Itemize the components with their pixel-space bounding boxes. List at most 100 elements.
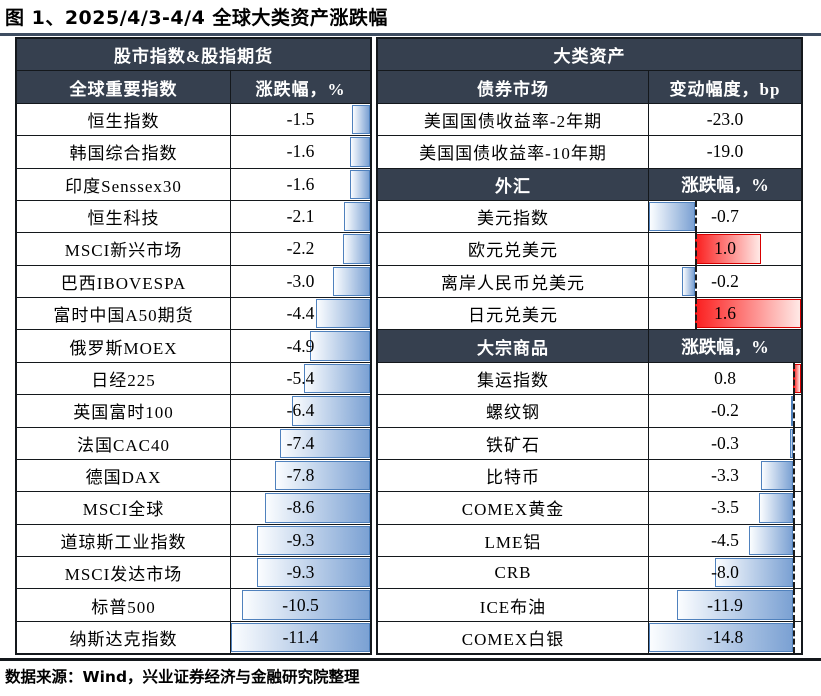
row-label: LME铝 xyxy=(378,524,649,556)
negative-data-bar xyxy=(231,622,370,653)
negative-data-bar xyxy=(316,299,370,329)
row-value: -0.7 xyxy=(649,200,801,233)
row-value-text: -0.3 xyxy=(711,432,739,453)
row-value-text: -3.3 xyxy=(711,465,739,486)
table-row: 集运指数 0.8 xyxy=(378,361,801,395)
negative-data-bar xyxy=(715,558,794,588)
negative-data-bar xyxy=(274,460,370,491)
negative-data-bar xyxy=(265,493,370,523)
row-value-text: -0.7 xyxy=(711,206,739,227)
table-row: 俄罗斯MOEX -4.9 xyxy=(17,329,370,362)
negative-data-bar xyxy=(350,137,370,167)
column-header-row: 债券市场 变动幅度，bp xyxy=(378,70,801,103)
table-row: LME铝 -4.5 xyxy=(378,523,801,556)
row-value: -2.1 xyxy=(231,201,370,232)
row-value: -1.6 xyxy=(231,169,370,200)
zero-axis-line xyxy=(793,427,796,459)
zero-axis-line xyxy=(695,265,698,297)
row-value-text: -7.8 xyxy=(286,465,315,486)
zero-axis-line xyxy=(793,395,796,427)
table-row: 韩国综合指数 -1.6 xyxy=(17,135,370,168)
row-label: 日经225 xyxy=(17,362,231,395)
row-label: 欧元兑美元 xyxy=(378,233,649,265)
figure-title: 图 1、2025/4/3-4/4 全球大类资产涨跌幅 xyxy=(5,7,388,29)
row-value: -4.4 xyxy=(231,298,370,329)
row-label: 英国富时100 xyxy=(17,395,231,427)
row-label: 集运指数 xyxy=(378,362,649,395)
row-label: 标普500 xyxy=(17,589,231,621)
row-value-text: -3.0 xyxy=(286,270,315,291)
table-row: MSCI新兴市场 -2.2 xyxy=(17,232,370,265)
title-underline xyxy=(0,33,821,36)
row-value-text: -2.2 xyxy=(286,238,315,259)
table-row: 英国富时100 -6.4 xyxy=(17,394,370,427)
table-row: COMEX白银 -14.8 xyxy=(378,620,801,654)
asset-class-table: 大类资产 债券市场 变动幅度，bp 美国国债收益率-2年期 -23.0 美国国债收益… xyxy=(376,37,803,655)
negative-data-bar xyxy=(790,428,794,458)
negative-data-bar xyxy=(256,558,370,588)
zero-axis-line xyxy=(793,589,796,621)
table-row: 日经225 -5.4 xyxy=(17,361,370,395)
row-label: CRB xyxy=(378,557,649,589)
table-row: 恒生指数 -1.5 xyxy=(17,102,370,136)
footer-rule xyxy=(0,658,821,661)
row-label: 韩国综合指数 xyxy=(17,136,231,168)
table-row: 美元指数 -0.7 xyxy=(378,199,801,233)
zero-axis-line xyxy=(695,298,698,330)
row-label: 美元指数 xyxy=(378,200,649,233)
row-value-text: -19.0 xyxy=(706,141,744,162)
table-row: 美国国债收益率-2年期 -23.0 xyxy=(378,102,801,136)
row-value-text: -10.5 xyxy=(282,594,319,615)
row-value-text: -8.6 xyxy=(286,497,315,518)
section-header-label: 大宗商品 xyxy=(378,330,649,362)
negative-data-bar xyxy=(291,396,370,426)
table-row: 印度Senssex30 -1.6 xyxy=(17,167,370,200)
negative-data-bar xyxy=(256,525,370,555)
zero-axis-line xyxy=(695,233,698,265)
row-value: -4.9 xyxy=(231,330,370,361)
row-value: -3.0 xyxy=(231,266,370,297)
negative-data-bar xyxy=(649,201,696,232)
row-label: 德国DAX xyxy=(17,459,231,492)
row-label: 印度Senssex30 xyxy=(17,168,231,200)
zero-axis-line xyxy=(793,492,796,524)
data-source-note: 数据来源：Wind，兴业证券经济与金融研究院整理 xyxy=(5,668,360,686)
zero-axis-line xyxy=(793,557,796,589)
row-value-text: -8.0 xyxy=(711,562,739,583)
row-label: MSCI全球 xyxy=(17,492,231,524)
negative-data-bar xyxy=(304,363,370,394)
row-value: -4.5 xyxy=(649,524,801,556)
row-label: 俄罗斯MOEX xyxy=(17,330,231,362)
section-header-value: 涨跌幅，% xyxy=(649,330,801,361)
zero-axis-line xyxy=(793,524,796,556)
row-value: -0.3 xyxy=(649,427,801,459)
row-value-text: -1.5 xyxy=(286,108,315,129)
group-header-row: 股市指数&股指期货 xyxy=(17,39,370,71)
column-header-row: 全球重要指数 涨跌幅，% xyxy=(17,70,370,103)
row-label: 恒生指数 xyxy=(17,103,231,136)
table-row: 铁矿石 -0.3 xyxy=(378,426,801,459)
positive-data-bar xyxy=(695,299,801,329)
table-row: 恒生科技 -2.1 xyxy=(17,199,370,233)
row-value-text: -3.5 xyxy=(711,497,739,518)
negative-data-bar xyxy=(682,266,696,296)
row-value: -0.2 xyxy=(649,395,801,427)
row-value: -19.0 xyxy=(649,136,801,167)
table-row: 标普500 -10.5 xyxy=(17,588,370,621)
row-value: -1.6 xyxy=(231,136,370,167)
zero-axis-line xyxy=(793,621,796,654)
row-value-text: -0.2 xyxy=(711,270,739,291)
table-row: 日元兑美元 1.6 xyxy=(378,297,801,330)
column-header-label: 债券市场 xyxy=(378,71,649,103)
row-value: -0.2 xyxy=(649,265,801,297)
row-label: 日元兑美元 xyxy=(378,298,649,330)
row-value: -14.8 xyxy=(649,621,801,654)
row-value: -8.6 xyxy=(231,492,370,523)
zero-axis-line xyxy=(793,362,796,395)
row-value-text: -9.3 xyxy=(286,562,315,583)
group-header-label: 股市指数&股指期货 xyxy=(113,47,274,67)
table-row: MSCI全球 -8.6 xyxy=(17,491,370,524)
row-value-text: -2.1 xyxy=(286,206,315,227)
negative-data-bar xyxy=(791,396,794,426)
